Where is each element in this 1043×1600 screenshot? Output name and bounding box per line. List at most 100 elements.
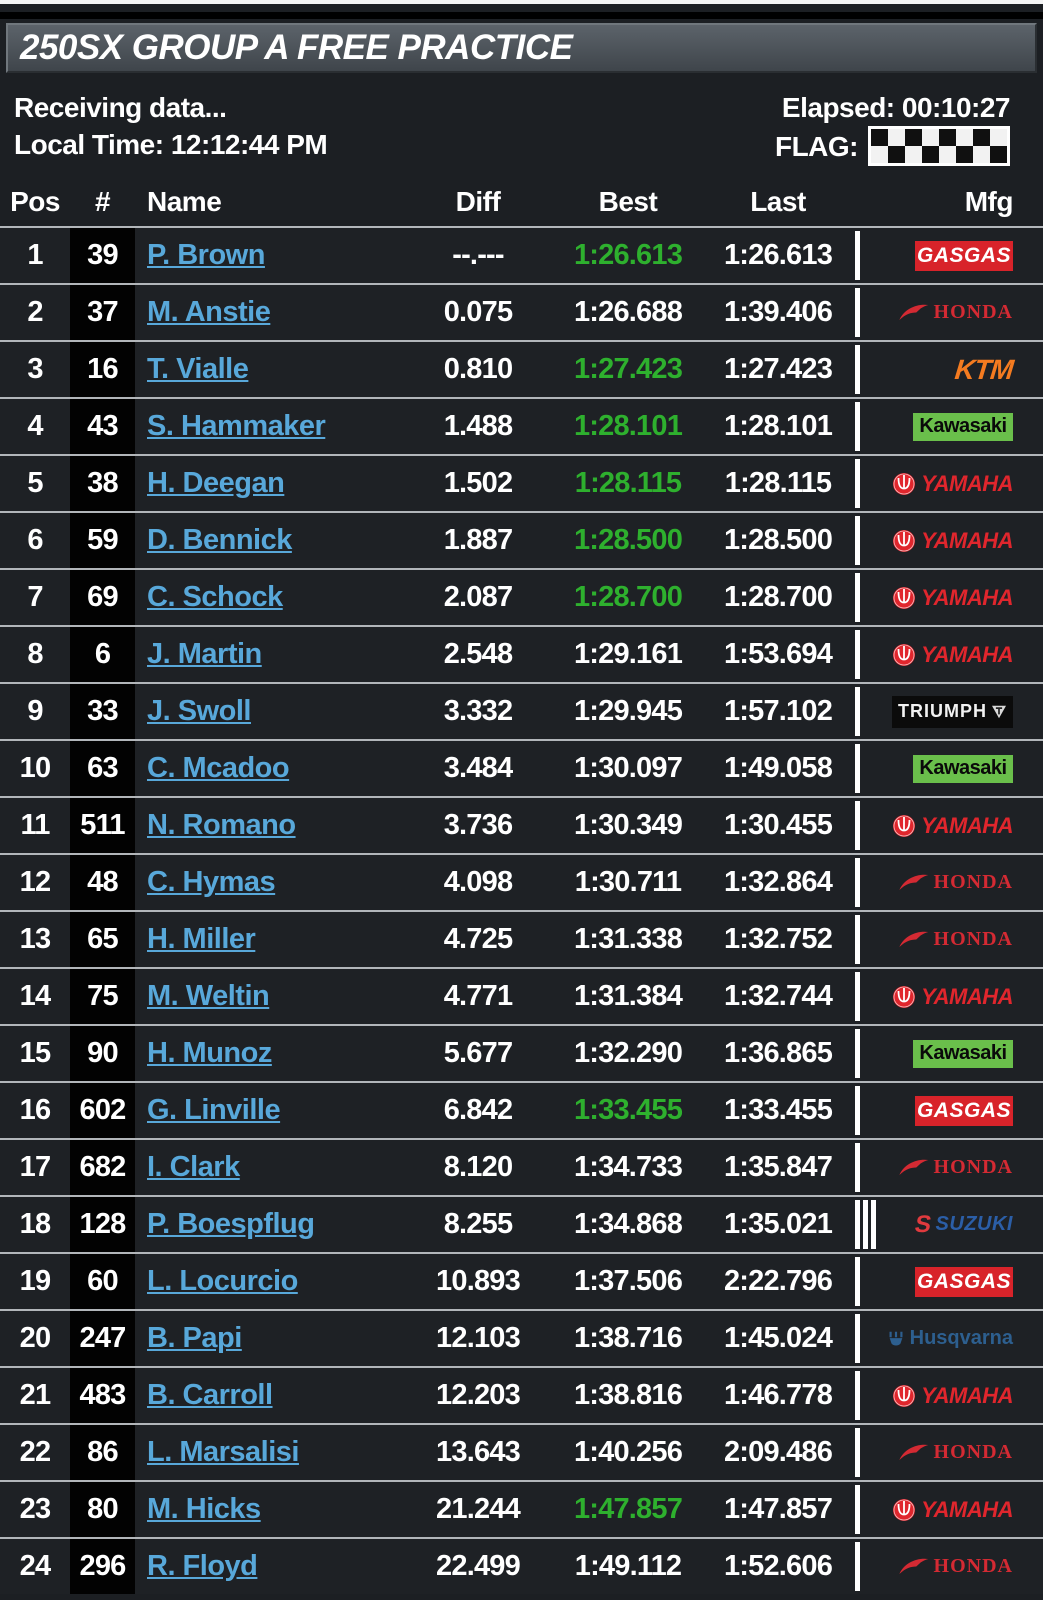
mfg-logo-slot: Kawasaki <box>913 754 1013 783</box>
rider-name-link[interactable]: N. Romano <box>147 809 296 841</box>
triumph-logo-icon: TRIUMPH <box>892 695 1013 728</box>
last-lap-value: 1:26.613 <box>723 239 833 271</box>
column-header-number: # <box>94 186 111 217</box>
rider-name-link[interactable]: H. Miller <box>147 923 256 955</box>
best-lap-value: 1:38.816 <box>573 1379 683 1411</box>
diff-value: 4.725 <box>443 923 513 955</box>
best-lap-value: 1:30.097 <box>573 752 683 784</box>
rider-name-link[interactable]: C. Hymas <box>147 866 276 898</box>
table-row: 19 60 L. Locurcio 10.893 1:37.506 2:22.7… <box>0 1252 1043 1309</box>
diff-value: 21.244 <box>436 1493 521 1525</box>
mfg-cell: YAMAHA <box>853 456 1043 511</box>
rider-name-link[interactable]: T. Vialle <box>147 353 249 385</box>
diff-value: 3.736 <box>443 809 513 841</box>
mfg-logo-slot: YAMAHA <box>892 984 1013 1010</box>
yamaha-logo-icon: YAMAHA <box>892 528 1013 554</box>
table-row: 23 80 M. Hicks 21.244 1:47.857 1:47.857 … <box>0 1480 1043 1537</box>
mfg-cell: HONDA <box>853 1140 1043 1195</box>
rider-name-link[interactable]: I. Clark <box>147 1151 240 1183</box>
status-bar <box>855 687 860 736</box>
position-value: 15 <box>19 1037 51 1069</box>
rider-name-link[interactable]: P. Boespflug <box>147 1208 315 1240</box>
best-lap-value: 1:37.506 <box>573 1265 683 1297</box>
top-edge-strip <box>0 0 1043 4</box>
diff-value: 1.502 <box>443 467 513 499</box>
name-cell: G. Linville <box>135 1094 403 1127</box>
rider-name-link[interactable]: P. Brown <box>147 239 265 271</box>
last-lap-value: 1:30.455 <box>723 809 833 841</box>
status-bar <box>855 801 860 850</box>
last-lap-value: 1:28.500 <box>723 524 833 556</box>
last-lap-value: 1:32.752 <box>723 923 833 955</box>
column-header-name: Name <box>147 186 222 217</box>
last-lap-value: 1:52.606 <box>723 1550 833 1582</box>
honda-logo-icon: HONDA <box>898 301 1013 324</box>
table-row: 21 483 B. Carroll 12.203 1:38.816 1:46.7… <box>0 1366 1043 1423</box>
status-bar <box>855 1143 860 1192</box>
session-title-bar: 250SX GROUP A FREE PRACTICE <box>6 23 1037 73</box>
table-row: 1 39 P. Brown --.--- 1:26.613 1:26.613 G… <box>0 226 1043 283</box>
rider-name-link[interactable]: H. Deegan <box>147 467 285 499</box>
rider-name-link[interactable]: M. Anstie <box>147 296 271 328</box>
best-lap-value: 1:32.290 <box>573 1037 683 1069</box>
status-bar <box>855 231 860 280</box>
position-value: 24 <box>19 1550 51 1582</box>
best-lap-value: 1:34.733 <box>573 1151 683 1183</box>
position-value: 10 <box>19 752 51 784</box>
rider-name-link[interactable]: C. Schock <box>147 581 283 613</box>
rider-name-link[interactable]: S. Hammaker <box>147 410 326 442</box>
table-row: 8 6 J. Martin 2.548 1:29.161 1:53.694 YA… <box>0 625 1043 682</box>
rider-name-link[interactable]: M. Hicks <box>147 1493 261 1525</box>
best-lap-value: 1:30.349 <box>573 809 683 841</box>
mfg-logo-slot: YAMAHA <box>892 471 1013 497</box>
diff-value: 2.548 <box>443 638 513 670</box>
session-title: 250SX GROUP A FREE PRACTICE <box>20 28 573 67</box>
rider-name-link[interactable]: B. Papi <box>147 1322 242 1354</box>
position-value: 5 <box>27 467 43 499</box>
name-cell: S. Hammaker <box>135 410 403 443</box>
yamaha-logo-icon: YAMAHA <box>892 1383 1013 1409</box>
status-bar <box>855 288 860 337</box>
mfg-logo-slot: YAMAHA <box>892 585 1013 611</box>
mfg-logo-slot: KTM <box>954 354 1015 386</box>
last-lap-value: 1:49.058 <box>723 752 833 784</box>
mfg-logo-slot: Kawasaki <box>913 1039 1013 1068</box>
rider-name-link[interactable]: B. Carroll <box>147 1379 273 1411</box>
rider-name-link[interactable]: L. Marsalisi <box>147 1436 299 1468</box>
gasgas-logo-icon: GASGAS <box>915 240 1013 271</box>
kawasaki-logo-icon: Kawasaki <box>913 1039 1013 1068</box>
last-lap-value: 1:33.455 <box>723 1094 833 1126</box>
rider-name-link[interactable]: L. Locurcio <box>147 1265 298 1297</box>
name-cell: I. Clark <box>135 1151 403 1184</box>
rider-name-link[interactable]: C. Mcadoo <box>147 752 290 784</box>
best-lap-value: 1:26.613 <box>573 239 683 271</box>
rider-number: 128 <box>70 1197 135 1252</box>
last-lap-value: 1:28.115 <box>724 467 832 499</box>
status-bar <box>855 858 860 907</box>
status-bar <box>855 744 860 793</box>
rider-number: 6 <box>70 627 135 682</box>
status-bar <box>855 402 860 451</box>
rider-name-link[interactable]: R. Floyd <box>147 1550 258 1582</box>
name-cell: M. Anstie <box>135 296 403 329</box>
status-bar <box>855 459 860 508</box>
position-value: 12 <box>19 866 51 898</box>
rider-number: 33 <box>70 684 135 739</box>
rider-name-link[interactable]: M. Weltin <box>147 980 270 1012</box>
rider-number: 37 <box>70 285 135 340</box>
rider-name-link[interactable]: D. Bennick <box>147 524 292 556</box>
position-value: 6 <box>27 524 43 556</box>
position-value: 20 <box>19 1322 51 1354</box>
rider-number: 602 <box>70 1083 135 1138</box>
table-row: 9 33 J. Swoll 3.332 1:29.945 1:57.102 TR… <box>0 682 1043 739</box>
rider-name-link[interactable]: J. Swoll <box>147 695 251 727</box>
best-lap-value: 1:49.112 <box>574 1550 682 1582</box>
rider-name-link[interactable]: J. Martin <box>147 638 262 670</box>
last-lap-value: 2:09.486 <box>723 1436 833 1468</box>
last-lap-value: 1:28.700 <box>723 581 833 613</box>
rider-name-link[interactable]: G. Linville <box>147 1094 281 1126</box>
best-lap-value: 1:28.101 <box>573 410 683 442</box>
yamaha-logo-icon: YAMAHA <box>892 642 1013 668</box>
diff-value: 0.075 <box>443 296 513 328</box>
rider-name-link[interactable]: H. Munoz <box>147 1037 272 1069</box>
